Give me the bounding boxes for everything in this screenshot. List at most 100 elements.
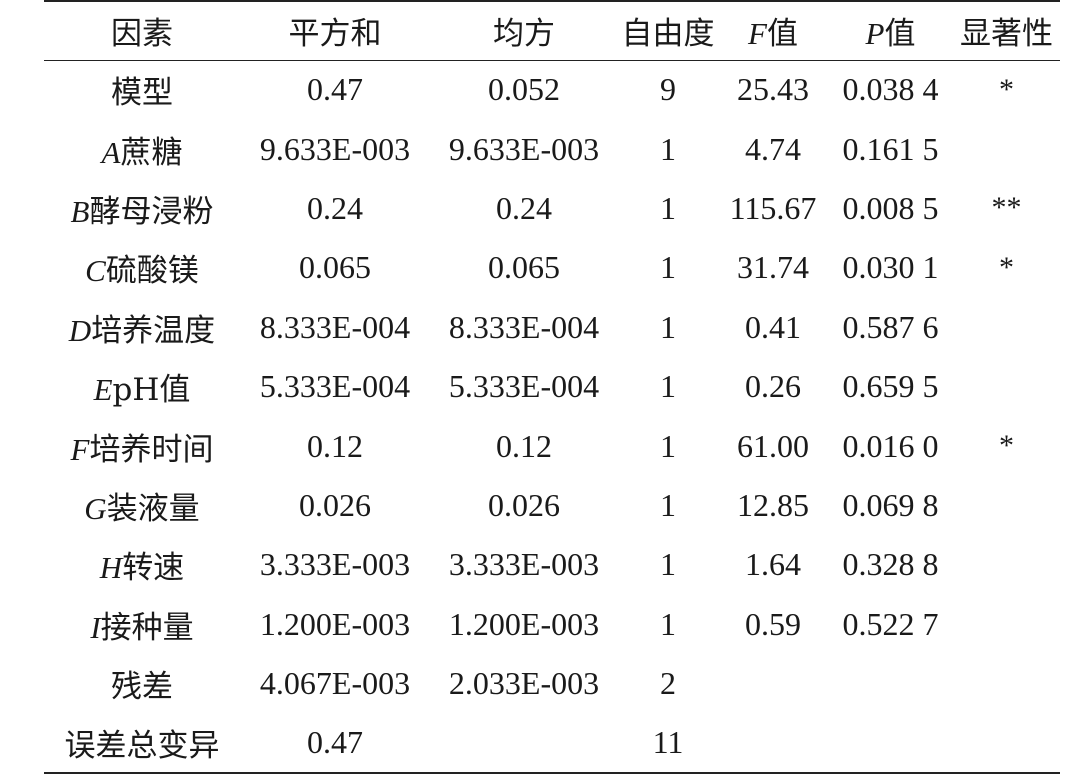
anova-table: 因素 平方和 均方 自由度 F值 P值 显著性 模型 0.47 0.052 9 25.4… — [44, 0, 1060, 774]
cell-degrees-of-freedom: 1 — [660, 308, 676, 345]
cell-mean-square: 1.200E-003 — [448, 605, 600, 642]
cell-factor: EpH值 — [44, 357, 240, 416]
header-row: 因素 平方和 均方 自由度 F值 P值 显著性 — [44, 0, 1060, 61]
cell-degrees-of-freedom: 1 — [660, 249, 676, 286]
table-row: 模型 0.47 0.052 9 25.43 0.038 4 * — [44, 60, 1060, 119]
factor-letter: C — [85, 253, 106, 289]
cell-f-value: 1.64 — [745, 546, 801, 583]
cell-f-value: 0.41 — [745, 308, 801, 345]
header-f-value: F值 — [718, 0, 828, 61]
factor-letter: I — [90, 609, 101, 645]
cell-significance — [953, 476, 1060, 535]
cell-factor: 残差 — [44, 654, 240, 713]
cell-mean-square: 0.24 — [496, 189, 552, 226]
cell-p-value: 0.016 0 — [842, 427, 939, 464]
cell-factor: F培养时间 — [44, 416, 240, 475]
cell-sum-of-squares: 1.200E-003 — [259, 605, 411, 642]
cell-significance: * — [999, 429, 1014, 463]
cell-significance: ** — [991, 191, 1022, 225]
factor-name: 残差 — [111, 669, 173, 706]
cell-sum-of-squares: 0.026 — [299, 486, 371, 523]
factor-name: 模型 — [111, 75, 173, 112]
factor-name: 硫酸镁 — [105, 253, 199, 290]
cell-degrees-of-freedom: 1 — [660, 130, 676, 167]
cell-f-value — [718, 654, 828, 713]
factor-letter: G — [84, 490, 107, 526]
cell-p-value — [828, 713, 953, 774]
table-row: 误差总变异 0.47 11 — [44, 713, 1060, 774]
cell-significance — [953, 357, 1060, 416]
cell-significance — [953, 535, 1060, 594]
cell-significance: * — [999, 72, 1014, 106]
cell-significance — [953, 654, 1060, 713]
cell-significance — [953, 298, 1060, 357]
factor-name: 培养时间 — [89, 431, 214, 468]
table-row: G装液量 0.026 0.026 1 12.85 0.069 8 — [44, 476, 1060, 535]
cell-p-value: 0.038 4 — [842, 71, 939, 108]
cell-sum-of-squares: 8.333E-004 — [259, 308, 411, 345]
cell-significance: * — [999, 250, 1014, 284]
cell-degrees-of-freedom: 11 — [618, 713, 718, 774]
cell-p-value: 0.328 8 — [842, 546, 939, 583]
cell-factor: B酵母浸粉 — [44, 179, 240, 238]
cell-sum-of-squares: 0.24 — [307, 189, 363, 226]
cell-factor: 误差总变异 — [44, 713, 240, 774]
table-body: 模型 0.47 0.052 9 25.43 0.038 4 * A蔗糖 9.633E-003 9.… — [44, 60, 1060, 774]
factor-letter: A — [101, 134, 121, 170]
cell-factor: G装液量 — [44, 476, 240, 535]
cell-p-value: 0.008 5 — [842, 189, 939, 226]
factor-name: 装液量 — [106, 490, 200, 527]
factor-name: 蔗糖 — [120, 134, 183, 171]
cell-sum-of-squares: 0.12 — [307, 427, 363, 464]
factor-name: 培养温度 — [91, 312, 216, 349]
table-row: I接种量 1.200E-003 1.200E-003 1 0.59 0.522 7 — [44, 595, 1060, 654]
cell-mean-square: 8.333E-004 — [448, 308, 600, 345]
header-significance: 显著性 — [953, 0, 1060, 61]
cell-sum-of-squares: 9.633E-003 — [259, 130, 411, 167]
cell-p-value: 0.030 1 — [842, 249, 939, 286]
cell-degrees-of-freedom: 1 — [660, 189, 676, 226]
cell-factor: A蔗糖 — [44, 119, 240, 178]
table-row: H转速 3.333E-003 3.333E-003 1 1.64 0.328 8 — [44, 535, 1060, 594]
table-row: F培养时间 0.12 0.12 1 61.00 0.016 0 * — [44, 416, 1060, 475]
factor-name: 转速 — [122, 550, 185, 587]
table-row: C硫酸镁 0.065 0.065 1 31.74 0.030 1 * — [44, 238, 1060, 297]
cell-sum-of-squares: 3.333E-003 — [259, 546, 411, 583]
factor-letter: B — [70, 193, 90, 229]
cell-factor: C硫酸镁 — [44, 238, 240, 297]
header-mean-square: 均方 — [430, 0, 618, 61]
cell-f-value: 115.67 — [729, 189, 817, 226]
cell-mean-square: 2.033E-003 — [448, 665, 600, 702]
factor-name: 误差总变异 — [64, 727, 220, 764]
factor-letter: H — [99, 550, 123, 586]
cell-degrees-of-freedom: 2 — [660, 665, 676, 702]
cell-f-value: 4.74 — [745, 130, 801, 167]
cell-sum-of-squares: 5.333E-004 — [259, 368, 411, 405]
table-row: A蔗糖 9.633E-003 9.633E-003 1 4.74 0.161 5 — [44, 119, 1060, 178]
cell-degrees-of-freedom: 1 — [660, 546, 676, 583]
cell-mean-square: 3.333E-003 — [448, 546, 600, 583]
cell-significance — [953, 713, 1060, 774]
cell-mean-square: 5.333E-004 — [448, 368, 600, 405]
header-sum-of-squares: 平方和 — [240, 0, 430, 61]
cell-f-value: 0.26 — [745, 368, 801, 405]
cell-factor: I接种量 — [44, 595, 240, 654]
factor-letter: D — [68, 312, 92, 348]
cell-mean-square: 0.12 — [496, 427, 552, 464]
header-p-value: P值 — [828, 0, 953, 61]
factor-name: pH值 — [112, 372, 191, 409]
table-row: EpH值 5.333E-004 5.333E-004 1 0.26 0.659 5 — [44, 357, 1060, 416]
cell-sum-of-squares: 0.47 — [307, 71, 363, 108]
cell-p-value — [828, 654, 953, 713]
factor-name: 接种量 — [100, 609, 194, 646]
factor-name: 酵母浸粉 — [89, 193, 214, 230]
factor-letter: F — [70, 431, 90, 467]
cell-f-value: 12.85 — [737, 486, 809, 523]
cell-mean-square: 9.633E-003 — [448, 130, 600, 167]
cell-factor: D培养温度 — [44, 298, 240, 357]
cell-sum-of-squares: 0.065 — [299, 249, 371, 286]
header-degrees-of-freedom: 自由度 — [618, 0, 718, 61]
table-row: D培养温度 8.333E-004 8.333E-004 1 0.41 0.587 6 — [44, 298, 1060, 357]
cell-degrees-of-freedom: 1 — [660, 427, 676, 464]
cell-factor: H转速 — [44, 535, 240, 594]
